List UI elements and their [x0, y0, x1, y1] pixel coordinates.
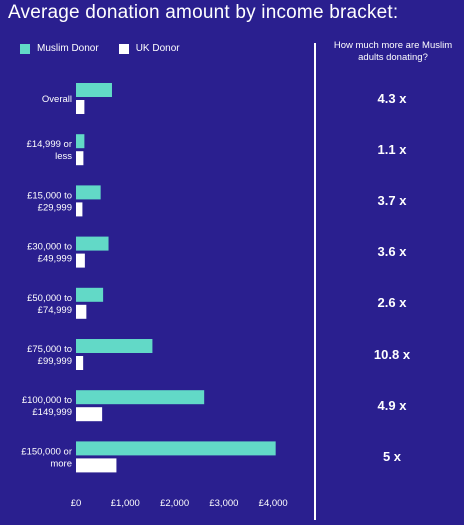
ratio-column-header: How much more are Muslim adults donating… — [333, 40, 453, 63]
column-divider — [314, 43, 316, 520]
ratio-value: 3.7 x — [377, 192, 407, 208]
category-label: £30,000 to £49,999 — [27, 242, 72, 265]
bar-muslim-donor — [76, 390, 205, 405]
x-tick-label: £0 — [71, 498, 82, 509]
x-tick-label: £3,000 — [209, 498, 238, 509]
category-label: £75,000 to £99,999 — [27, 344, 72, 367]
ratio-value: 5 x — [382, 448, 402, 464]
ratio-value: 2.6 x — [377, 295, 407, 311]
legend-label-uk: UK Donor — [135, 43, 180, 54]
ratio-value: 3.6 x — [377, 244, 407, 260]
bar-muslim-donor — [76, 287, 104, 302]
bar-muslim-donor — [76, 83, 112, 97]
legend-swatch-uk — [118, 43, 129, 54]
bar-uk-donor — [76, 151, 84, 166]
category-label: £15,000 to £29,999 — [27, 190, 72, 213]
x-tick-label: £1,000 — [111, 498, 140, 509]
x-tick-label: £2,000 — [160, 498, 189, 509]
bar-uk-donor — [76, 253, 85, 268]
category-label: £150,000 or more — [21, 446, 72, 469]
bar-muslim-donor — [76, 441, 276, 456]
bar-uk-donor — [76, 458, 117, 473]
bar-uk-donor — [76, 202, 83, 217]
ratio-value: 10.8 x — [373, 346, 411, 362]
ratio-value: 4.9 x — [377, 397, 407, 413]
category-label: £100,000 to £149,999 — [22, 395, 72, 418]
category-label: £50,000 to £74,999 — [27, 293, 72, 316]
bar-muslim-donor — [76, 185, 101, 200]
bar-muslim-donor — [76, 236, 109, 251]
legend-swatch-muslim — [20, 43, 30, 54]
chart-title: Average donation amount by income bracke… — [8, 2, 399, 23]
bar-uk-donor — [76, 100, 85, 114]
category-label: Overall — [42, 94, 72, 105]
legend-item-muslim: Muslim Donor — [20, 43, 99, 54]
bar-uk-donor — [76, 356, 84, 370]
legend-label-muslim: Muslim Donor — [37, 43, 99, 54]
legend-item-uk: UK Donor — [118, 43, 180, 54]
legend: Muslim Donor UK Donor — [20, 43, 200, 54]
x-tick-label: £4,000 — [259, 498, 288, 509]
bar-muslim-donor — [76, 339, 153, 353]
bar-uk-donor — [76, 407, 103, 422]
bar-muslim-donor — [76, 134, 85, 149]
ratio-value: 4.3 x — [377, 90, 407, 106]
category-label: £14,999 or less — [27, 139, 73, 162]
bar-uk-donor — [76, 304, 87, 319]
ratio-value: 1.1 x — [377, 141, 407, 157]
